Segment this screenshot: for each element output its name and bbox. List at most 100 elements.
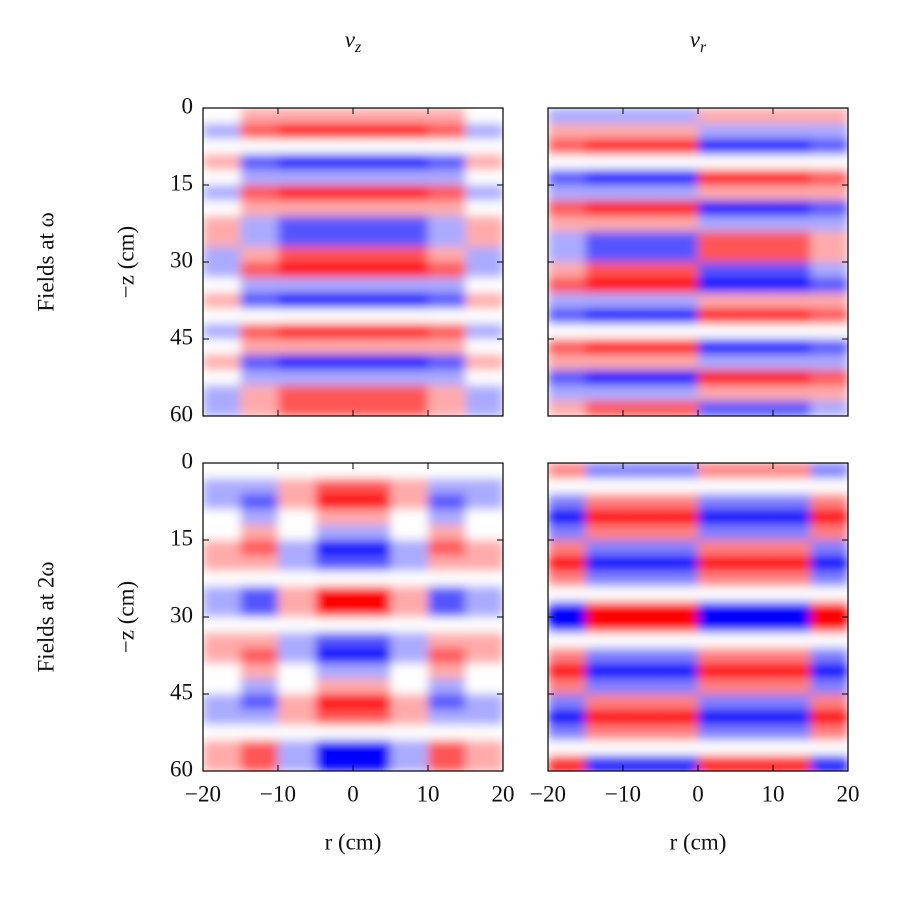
heatmap-cell (773, 463, 811, 479)
heatmap-cell (240, 540, 279, 556)
heatmap-cell (810, 463, 848, 479)
heatmap-cells (548, 108, 848, 416)
heatmap-cell (353, 493, 391, 510)
heatmap-cell (428, 509, 466, 526)
heatmap-cell (698, 246, 736, 263)
heatmap-cell (353, 262, 391, 278)
heatmap-cell (735, 108, 774, 124)
heatmap-cell (203, 200, 241, 217)
heatmap-cell (315, 755, 354, 771)
heatmap-cell (428, 123, 466, 140)
heatmap-cell (623, 755, 661, 771)
heatmap-cell (428, 463, 466, 479)
x-tick-label: 20 (492, 781, 515, 806)
heatmap-cell (465, 200, 503, 217)
heatmap-cell (623, 463, 661, 479)
heatmap-cell (585, 339, 624, 355)
heatmap-cell (278, 231, 316, 248)
heatmap-cell (353, 524, 391, 541)
heatmap-cell (203, 369, 241, 386)
heatmap-cell (315, 231, 354, 248)
heatmap-cell (548, 169, 586, 186)
heatmap-cell (810, 493, 848, 510)
heatmap-cell (465, 463, 503, 479)
heatmap-cell (390, 555, 429, 572)
heatmap-cell (428, 385, 466, 402)
heatmap-cell (585, 215, 624, 232)
heatmap-cell (810, 169, 848, 186)
heatmap-cell (465, 678, 503, 695)
heatmap-cell (735, 709, 774, 726)
heatmap-cell (660, 586, 699, 603)
heatmap-cell (698, 323, 736, 340)
heatmap-cell (548, 246, 586, 263)
heatmap-cell (428, 292, 466, 309)
heatmap-cell (548, 617, 586, 633)
heatmap-cell (698, 169, 736, 186)
heatmap-cell (353, 154, 391, 171)
heatmap-cell (315, 463, 354, 479)
heatmap-cell (240, 617, 279, 633)
heatmap-cell (735, 185, 774, 201)
heatmap-cell (585, 262, 624, 278)
heatmap-cell (465, 154, 503, 171)
heatmap-cell (203, 400, 241, 416)
heatmap-cell (548, 755, 586, 771)
heatmap-cell (773, 663, 811, 680)
heatmap-cell (585, 200, 624, 217)
heatmap-cell (698, 478, 736, 495)
heatmap-cell (465, 540, 503, 556)
heatmap-cell (240, 185, 279, 201)
heatmap-cell (315, 354, 354, 371)
heatmap-cell (773, 292, 811, 309)
heatmap-cell (203, 740, 241, 757)
heatmap-cell (548, 601, 586, 618)
heatmap-cell (428, 215, 466, 232)
heatmap-cell (428, 138, 466, 155)
heatmap-cell (278, 493, 316, 510)
heatmap-cell (698, 262, 736, 278)
heatmap-cell (810, 724, 848, 741)
heatmap-cell (278, 478, 316, 495)
heatmap-cell (240, 586, 279, 603)
heatmap-cell (810, 694, 848, 710)
heatmap-cell (660, 123, 699, 140)
heatmap-cell (623, 215, 661, 232)
heatmap-cell (428, 540, 466, 556)
heatmap-cell (773, 185, 811, 201)
heatmap-cell (548, 323, 586, 340)
heatmap-cell (203, 709, 241, 726)
heatmap-cell (585, 123, 624, 140)
heatmap-cell (353, 323, 391, 340)
heatmap-cell (698, 138, 736, 155)
x-tick-label: −10 (260, 781, 296, 806)
heatmap-cell (698, 185, 736, 201)
heatmap-cell (390, 400, 429, 416)
heatmap-cell (240, 601, 279, 618)
heatmap-cell (315, 524, 354, 541)
heatmap-cell (240, 524, 279, 541)
heatmap-cell (773, 262, 811, 278)
heatmap-cell (428, 694, 466, 710)
heatmap-cell (428, 740, 466, 757)
heatmap-cell (623, 400, 661, 416)
heatmap-cell (315, 369, 354, 386)
heatmap-cell (390, 694, 429, 710)
heatmap-cell (585, 277, 624, 294)
heatmap-cell (203, 601, 241, 618)
heatmap-cell (735, 308, 774, 325)
heatmap-cell (465, 493, 503, 510)
column-title-main: v (345, 27, 356, 52)
y-tick-label: 0 (182, 448, 194, 473)
heatmap-cell (698, 354, 736, 371)
heatmap-cell (735, 154, 774, 171)
heatmap-cell (390, 740, 429, 757)
heatmap-cell (548, 463, 586, 479)
heatmap-cell (203, 185, 241, 201)
heatmap-cell (623, 200, 661, 217)
heatmap-cell (353, 755, 391, 771)
heatmap-cell (203, 138, 241, 155)
heatmap-cell (240, 169, 279, 186)
heatmap-cell (623, 740, 661, 757)
